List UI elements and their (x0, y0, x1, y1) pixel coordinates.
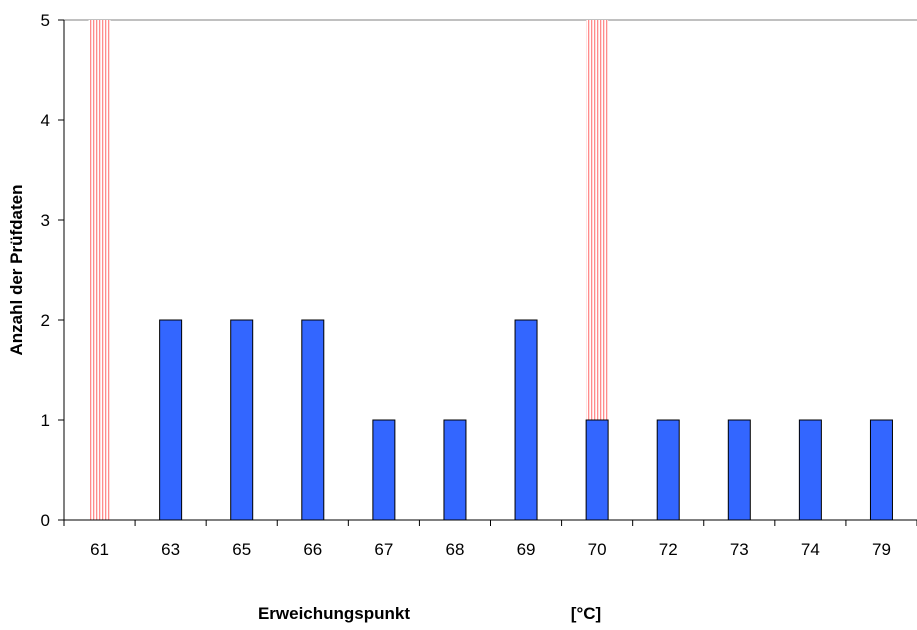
bar-66 (301, 319, 325, 521)
y-tick-label-3: 3 (41, 211, 50, 230)
bar-73 (727, 419, 751, 521)
bar-69 (514, 319, 538, 521)
y-tick-label-0: 0 (41, 511, 50, 530)
y-tick-label-4: 4 (41, 111, 50, 130)
x-tick-label-73: 73 (730, 540, 749, 559)
plot-area: 0 1 2 3 4 5 61 63 65 66 67 68 69 70 72 73 74 79 (41, 11, 917, 559)
x-axis-title: Erweichungspunkt (258, 604, 410, 623)
x-tick-label-68: 68 (445, 540, 464, 559)
x-tick-label-74: 74 (801, 540, 820, 559)
x-tick-label-61: 61 (90, 540, 109, 559)
x-axis-unit: [°C] (571, 604, 601, 623)
x-tick-label-72: 72 (659, 540, 678, 559)
x-tick-label-65: 65 (232, 540, 251, 559)
x-tick-label-67: 67 (374, 540, 393, 559)
x-tick-label-79: 79 (872, 540, 891, 559)
x-tick-label-66: 66 (303, 540, 322, 559)
bar-70 (585, 419, 609, 521)
bar-67 (372, 419, 396, 521)
bar-79 (869, 419, 893, 521)
bar-65 (230, 319, 254, 521)
y-tick-label-1: 1 (41, 411, 50, 430)
bar-72 (656, 419, 680, 521)
y-axis-title: Anzahl der Prüfdaten (7, 185, 26, 356)
bar-74 (798, 419, 822, 521)
y-tick-label-2: 2 (41, 311, 50, 330)
x-tick-label-69: 69 (517, 540, 536, 559)
bar-68 (443, 419, 467, 521)
x-tick-label-70: 70 (588, 540, 607, 559)
y-tick-label-5: 5 (41, 11, 50, 30)
bar-63 (159, 319, 183, 521)
reference-band-0 (88, 20, 111, 520)
x-tick-label-63: 63 (161, 540, 180, 559)
reference-band-1 (586, 20, 609, 520)
